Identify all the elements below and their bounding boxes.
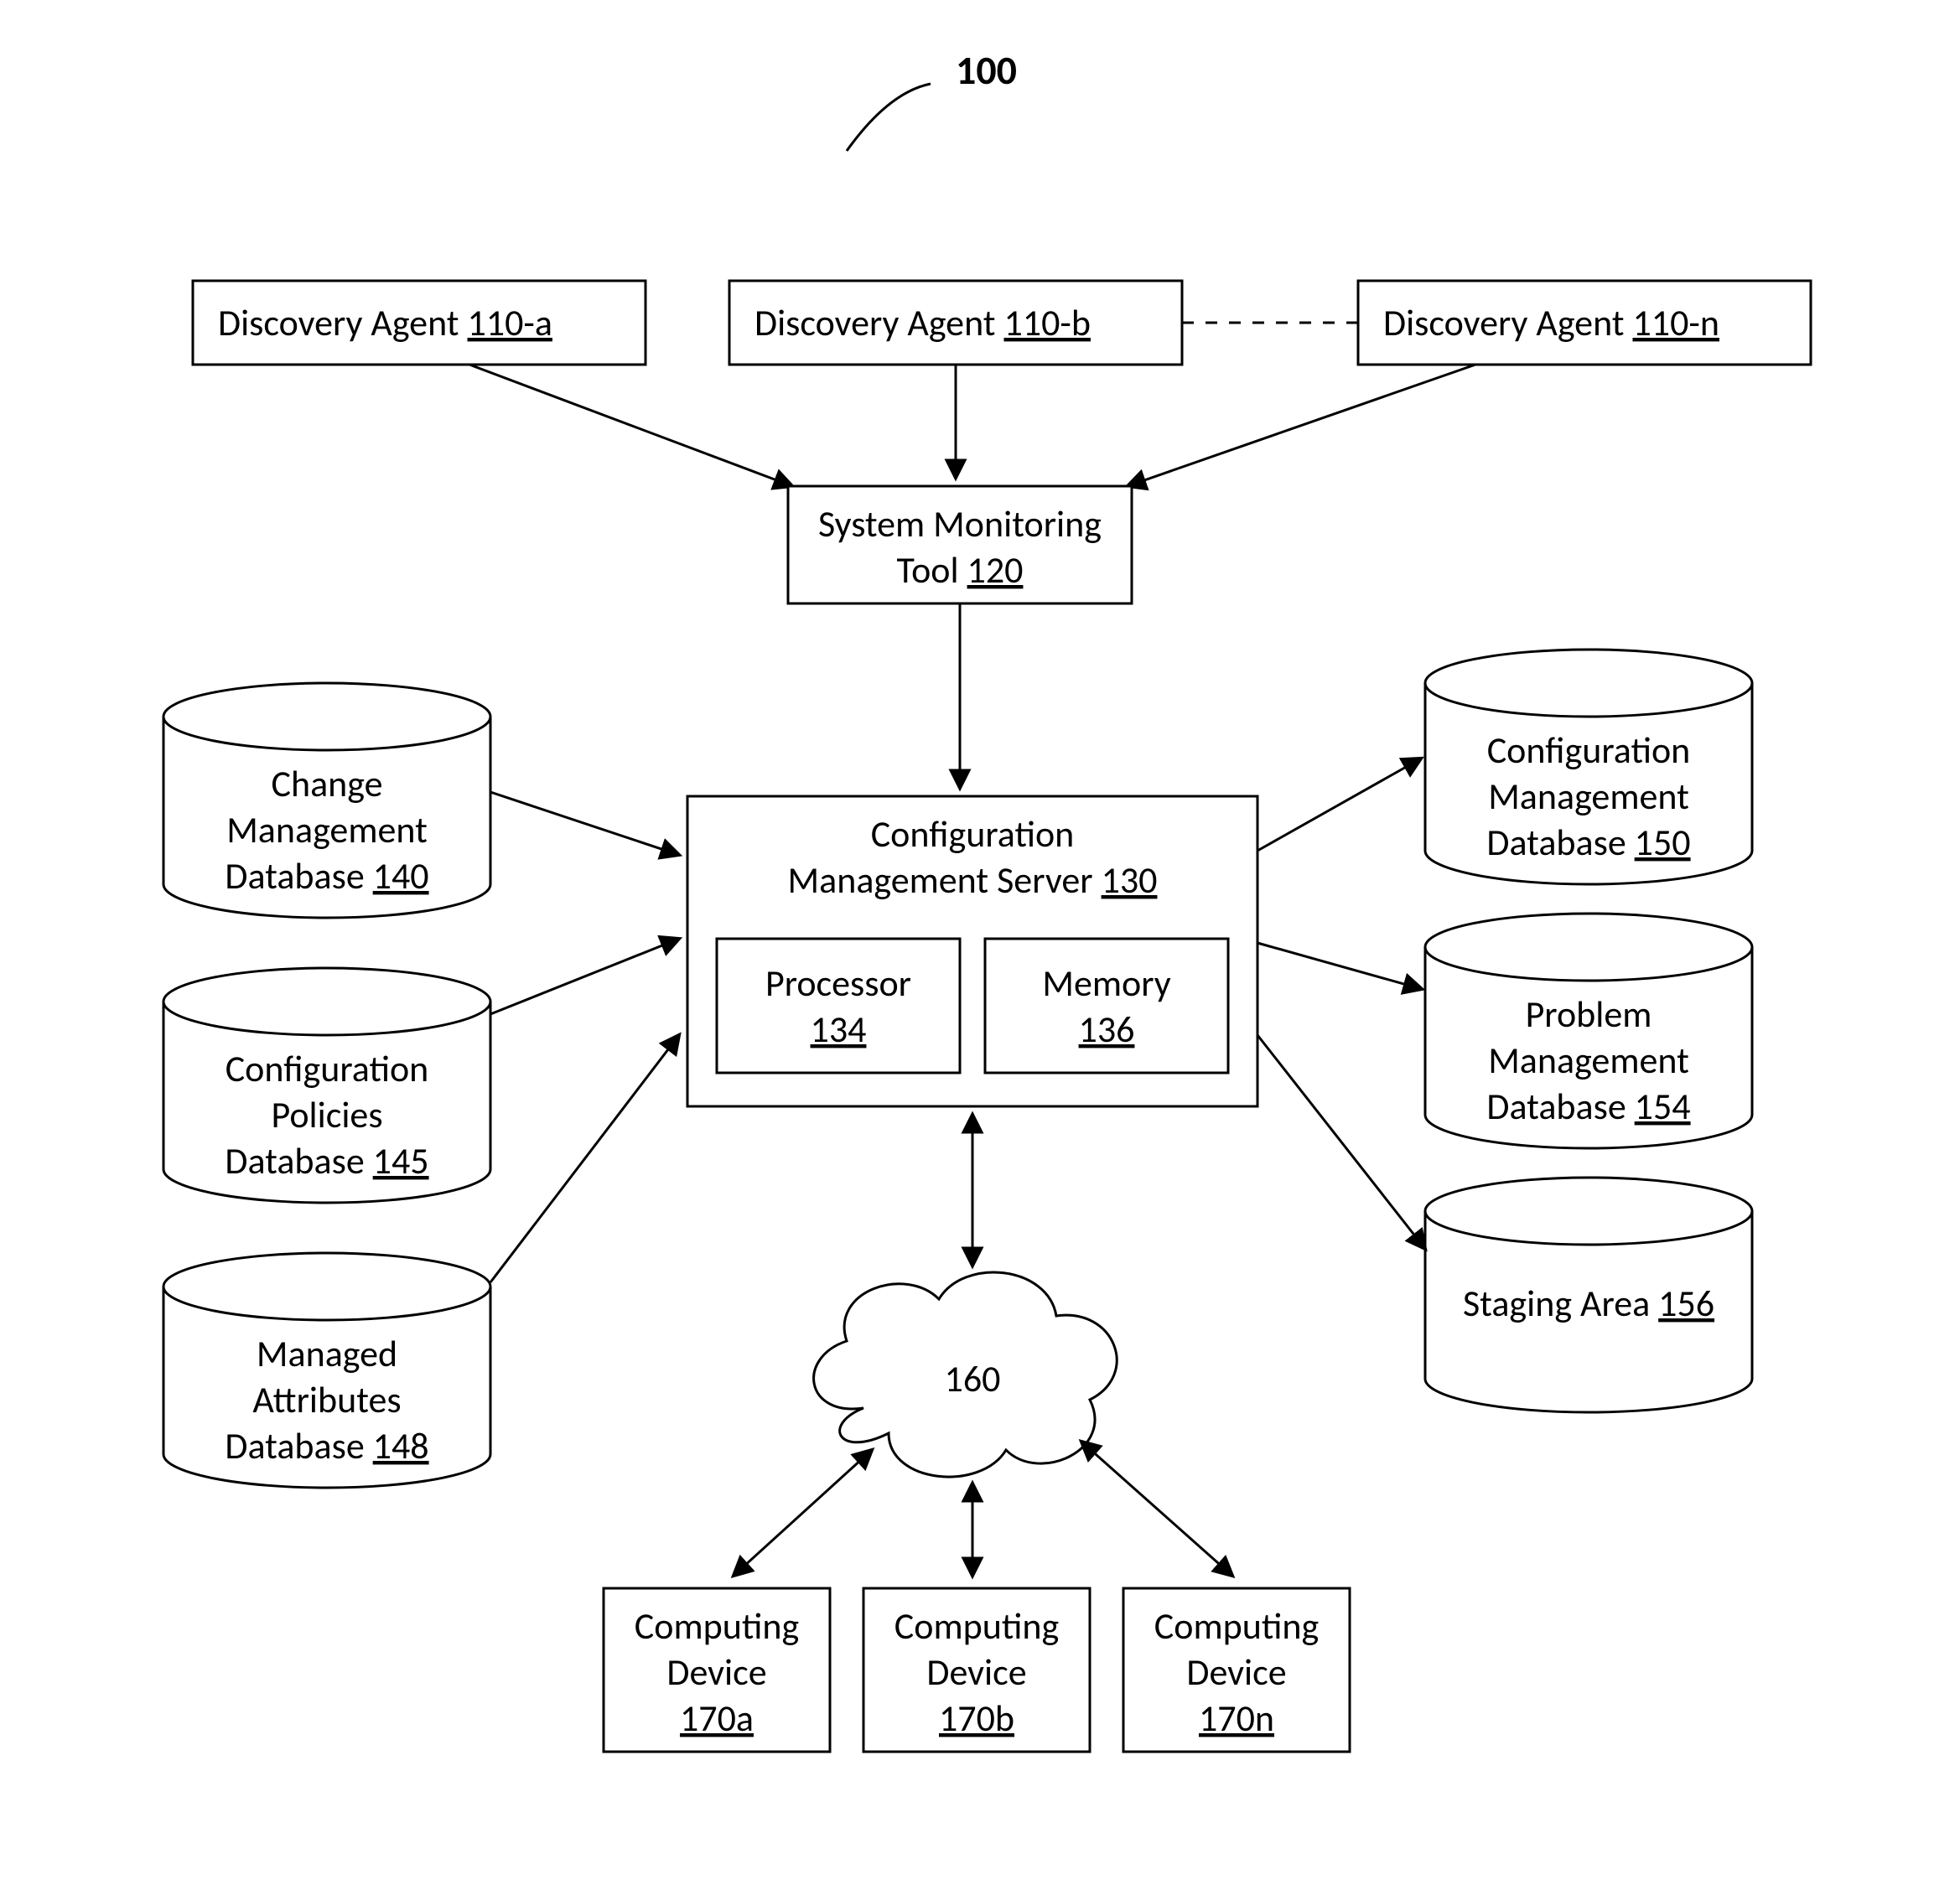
arrow-cloud-to-dev-a <box>734 1450 872 1576</box>
monitor-line1: System Monitoring <box>818 501 1102 546</box>
processor-label: Processor <box>765 961 911 1006</box>
computing-device-a: Computing Device 170a <box>604 1588 830 1752</box>
server-ref: 130 <box>1102 857 1158 903</box>
server-memory: Memory 136 <box>985 939 1228 1073</box>
db-change-ref: 140 <box>373 853 429 898</box>
dev-n-l2: Device <box>1186 1649 1286 1695</box>
db-problem-ref: 154 <box>1635 1084 1691 1129</box>
arrow-server-to-db-problem <box>1257 943 1422 989</box>
svg-text:Tool 120: Tool 120 <box>897 547 1024 593</box>
dev-b-l1: Computing <box>894 1603 1059 1649</box>
svg-text:Database 150: Database 150 <box>1486 820 1690 865</box>
monitor-line2: Tool <box>897 547 959 593</box>
svg-text:Database 154: Database 154 <box>1486 1084 1690 1129</box>
svg-text:Discovery Agent 110-a: Discovery Agent 110-a <box>218 300 552 345</box>
db-change-l1: Change <box>271 761 382 806</box>
dev-n-l1: Computing <box>1154 1603 1319 1649</box>
agent-a-ref: 110-a <box>467 300 552 345</box>
db-config-policies: Configuration Policies Database 145 <box>163 968 490 1203</box>
memory-ref: 136 <box>1079 1007 1135 1052</box>
agent-n-label: Discovery Agent <box>1383 300 1625 345</box>
architecture-diagram: 100 Discovery Agent 110-a Discovery Agen… <box>0 0 1960 1890</box>
db-managed-attributes: Managed Attributes Database 148 <box>163 1253 490 1488</box>
db-staging-l1: Staging Area <box>1463 1281 1650 1326</box>
db-problem-l1: Problem <box>1526 992 1652 1037</box>
db-attrs-l1: Managed <box>257 1331 397 1376</box>
dev-b-ref: 170b <box>939 1696 1014 1741</box>
db-change-l3: Database <box>225 853 364 898</box>
figure-ref-100: 100 <box>847 45 1017 151</box>
discovery-agent-n: Discovery Agent 110-n <box>1358 281 1811 365</box>
arrow-db-change-to-server <box>490 792 679 855</box>
svg-text:Discovery Agent 110-b: Discovery Agent 110-b <box>754 300 1091 345</box>
arrow-server-to-db-cfgmgmt <box>1257 759 1421 851</box>
dev-a-ref: 170a <box>680 1696 754 1741</box>
db-policies-l3: Database <box>225 1138 364 1183</box>
arrow-cloud-to-dev-n <box>1081 1442 1232 1576</box>
db-staging-area: Staging Area 156 <box>1425 1178 1752 1412</box>
agent-a-label: Discovery Agent <box>218 300 459 345</box>
server-line1: Configuration <box>871 811 1075 857</box>
agent-b-ref: 110-b <box>1003 300 1091 345</box>
ref-100-label: 100 <box>956 45 1017 95</box>
db-problem-l2: Management <box>1488 1038 1689 1083</box>
dev-a-l1: Computing <box>635 1603 799 1649</box>
db-policies-ref: 145 <box>373 1138 429 1183</box>
svg-text:Database 140: Database 140 <box>225 853 428 898</box>
agent-b-label: Discovery Agent <box>754 300 996 345</box>
memory-label: Memory <box>1042 961 1170 1006</box>
db-problem-mgmt: Problem Management Database 154 <box>1425 914 1752 1148</box>
db-attrs-ref: 148 <box>373 1423 429 1468</box>
system-monitoring-tool: System Monitoring Tool 120 <box>788 486 1132 603</box>
db-config-mgmt: Configuration Management Database 150 <box>1425 650 1752 884</box>
dev-a-l2: Device <box>666 1649 766 1695</box>
cloud-ref: 160 <box>945 1356 1001 1401</box>
db-staging-ref: 156 <box>1658 1281 1714 1326</box>
discovery-agent-b: Discovery Agent 110-b <box>729 281 1182 365</box>
db-cfgmgmt-l1: Configuration <box>1487 728 1691 773</box>
db-cfgmgmt-l3: Database <box>1486 820 1626 865</box>
arrow-agent-n-to-monitor <box>1128 365 1475 486</box>
arrow-server-to-db-staging <box>1257 1035 1425 1249</box>
svg-text:Discovery Agent 110-n: Discovery Agent 110-n <box>1383 300 1719 345</box>
arrow-db-policies-to-server <box>490 939 679 1014</box>
processor-ref: 134 <box>811 1007 867 1052</box>
config-management-server: Configuration Management Server 130 Proc… <box>687 796 1257 1106</box>
agent-n-ref: 110-n <box>1632 300 1719 345</box>
monitor-ref: 120 <box>967 547 1024 593</box>
db-change-management: Change Management Database 140 <box>163 683 490 918</box>
db-change-l2: Management <box>226 807 428 852</box>
dev-b-l2: Device <box>926 1649 1026 1695</box>
computing-device-b: Computing Device 170b <box>863 1588 1090 1752</box>
db-policies-l2: Policies <box>271 1092 382 1137</box>
discovery-agent-a: Discovery Agent 110-a <box>193 281 646 365</box>
db-problem-l3: Database <box>1486 1084 1626 1129</box>
db-policies-l1: Configuration <box>226 1046 429 1091</box>
computing-device-n: Computing Device 170n <box>1123 1588 1350 1752</box>
db-attrs-l3: Database <box>225 1423 364 1468</box>
server-processor: Processor 134 <box>717 939 960 1073</box>
db-cfgmgmt-l2: Management <box>1488 774 1689 819</box>
server-line2: Management Server <box>788 857 1093 903</box>
db-attrs-l2: Attributes <box>252 1377 401 1422</box>
svg-text:Management Server 130: Management Server 130 <box>788 857 1158 903</box>
arrow-db-attrs-to-server <box>490 1035 679 1282</box>
svg-text:Database 148: Database 148 <box>225 1423 428 1468</box>
dev-n-ref: 170n <box>1199 1696 1274 1741</box>
arrow-agent-a-to-monitor <box>469 365 792 486</box>
db-cfgmgmt-ref: 150 <box>1635 820 1691 865</box>
cloud-network: 160 <box>814 1272 1117 1477</box>
svg-text:Database 145: Database 145 <box>225 1138 428 1183</box>
svg-text:Staging Area 156: Staging Area 156 <box>1463 1281 1714 1326</box>
